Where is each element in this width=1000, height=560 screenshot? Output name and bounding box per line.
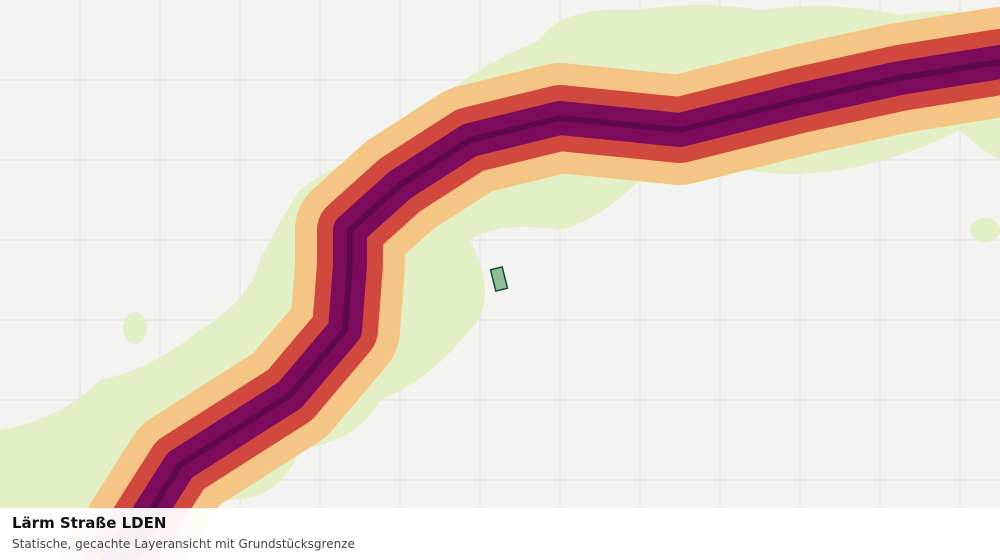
parcel-boundary[interactable]: [489, 265, 509, 293]
caption-panel: Lärm Straße LDEN Statische, gecachte Lay…: [0, 508, 1000, 560]
map-subtitle: Statische, gecachte Layeransicht mit Gru…: [12, 537, 355, 551]
road-noise-bands: [57, 7, 1000, 560]
map-title: Lärm Straße LDEN: [12, 514, 167, 532]
